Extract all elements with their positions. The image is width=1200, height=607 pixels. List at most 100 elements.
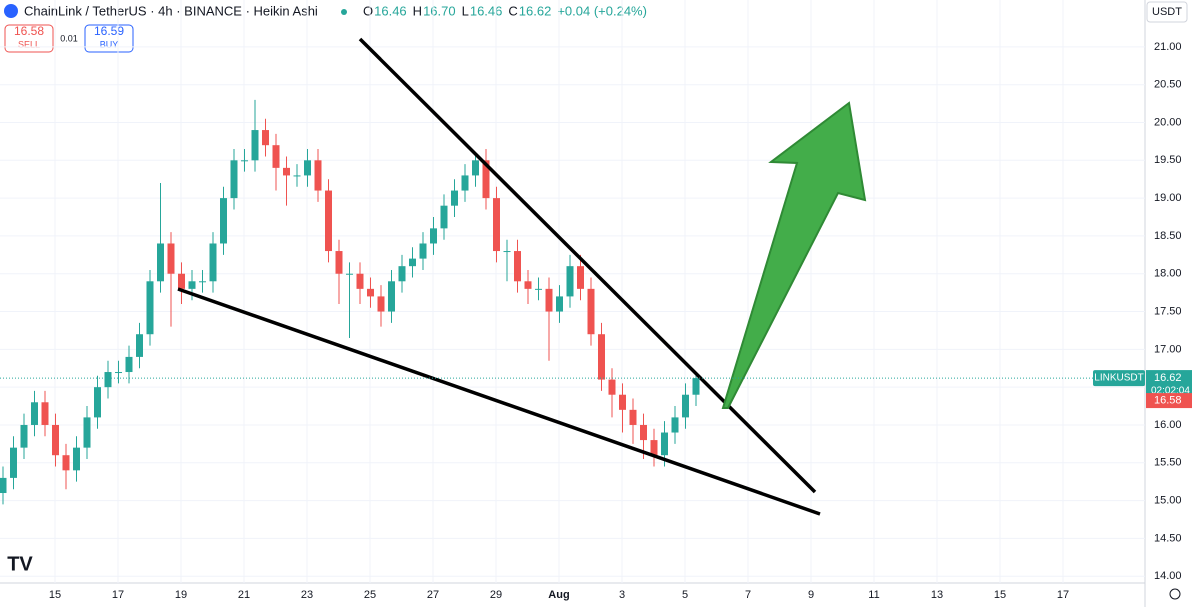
buy-button[interactable] [84, 24, 134, 53]
status-dot [341, 9, 347, 15]
candle-body [52, 424, 59, 456]
candle-body [451, 190, 458, 206]
candle-body [146, 281, 154, 335]
x-tick-label: 3 [619, 589, 625, 601]
ohlc-label: L [462, 3, 469, 18]
candle-body [62, 455, 70, 471]
candle-body [577, 266, 584, 289]
candle-body [0, 477, 7, 494]
candle-body [199, 281, 206, 283]
y-tick-label: 15.50 [1154, 457, 1182, 469]
y-tick-label: 16.00 [1154, 419, 1182, 431]
ohlc-label: H [413, 3, 422, 18]
last-price-label: 16.62 [1154, 372, 1182, 384]
y-tick-label: 18.50 [1154, 230, 1182, 242]
candle-body [661, 432, 668, 456]
candle-body [325, 190, 332, 252]
candle-body [608, 379, 616, 395]
x-tick-label: 11 [868, 589, 879, 601]
candles [0, 99, 700, 505]
candle-body [514, 251, 521, 282]
candle-body [598, 334, 605, 380]
candle-body [104, 372, 112, 388]
buy-price: 16.59 [94, 24, 124, 38]
y-tick-label: 20.00 [1154, 116, 1182, 128]
candle-body [503, 251, 511, 253]
x-tick-label: 17 [112, 589, 124, 601]
candle-body [388, 281, 395, 312]
candle-body [230, 160, 238, 199]
y-tick-label: 21.00 [1154, 41, 1182, 53]
ohlc-value: 16.46 [374, 3, 407, 18]
change: +0.04 (+0.24%) [557, 3, 647, 18]
candle-body [83, 417, 91, 448]
symbol-icon [4, 4, 18, 18]
upper-trendline [358, 37, 817, 494]
ohlc-values: O 16.46 H 16.70 L 16.46 C 16.62 +0.04 (+0.24%) [363, 3, 647, 18]
candle-body [377, 296, 385, 312]
candle-body [262, 130, 269, 146]
candle-body [524, 281, 532, 289]
candle-body [220, 198, 227, 244]
sell-button[interactable] [4, 24, 54, 53]
candle-body [94, 387, 101, 418]
ohlc-label: C [508, 3, 517, 18]
logo: TV [7, 553, 33, 575]
bid-label: 16.58 [1154, 394, 1182, 406]
lower-trendline [177, 287, 821, 516]
y-tick-label: 20.50 [1154, 79, 1182, 91]
countdown: 02:02:04 [1151, 386, 1190, 397]
x-tick-label: 17 [1057, 589, 1069, 601]
x-tick-label: 29 [490, 589, 502, 601]
candle-body [356, 273, 364, 289]
x-tick-label: 15 [49, 589, 61, 601]
candle-body [115, 372, 122, 374]
candle-body [283, 167, 290, 176]
candle-body [545, 288, 553, 312]
candle-body [409, 258, 416, 267]
candle-body [31, 402, 38, 425]
candle-body [293, 175, 301, 177]
candle-body [650, 440, 658, 456]
sell-price: 16.58 [14, 24, 44, 38]
candle-body [41, 402, 49, 425]
settings-icon[interactable] [1169, 588, 1181, 600]
currency-button[interactable] [1146, 1, 1188, 23]
candle-body [20, 424, 28, 448]
y-tick-label: 14.50 [1154, 532, 1182, 544]
buy-label: BUY [100, 39, 119, 49]
candle-body [682, 394, 689, 418]
candle-body [419, 243, 427, 259]
candle-body [398, 266, 406, 282]
breakout-arrow [721, 101, 867, 409]
sell-label: SELL [18, 39, 40, 49]
y-tick-label: 19.00 [1154, 192, 1182, 204]
candle-body [167, 243, 175, 274]
candle-body [209, 243, 217, 282]
candle-body [430, 228, 437, 244]
bid-tag [1146, 393, 1192, 409]
candle-body [629, 409, 637, 425]
candle-body [640, 424, 647, 441]
symbol-tag [1093, 370, 1145, 387]
candle-body [125, 356, 133, 373]
candle-body [692, 378, 700, 395]
candle-body [346, 273, 353, 275]
candle-body [619, 394, 626, 410]
x-tick-label: 13 [931, 589, 943, 601]
ohlc-value: 16.70 [423, 3, 456, 18]
header: ChainLink / TetherUS · 4h · BINANCE · He… [4, 3, 647, 53]
candle-body [188, 281, 196, 289]
candle-body [304, 160, 311, 176]
candle-body [314, 160, 322, 191]
currency: USDT [1152, 6, 1182, 18]
candle-body [73, 447, 80, 471]
candle-body [178, 273, 185, 289]
candle-body [461, 175, 469, 191]
candle-body [136, 334, 143, 357]
x-tick-label: 19 [175, 589, 187, 601]
candle-body [440, 205, 448, 229]
ohlc-value: 16.62 [519, 3, 552, 18]
candle-body [367, 288, 374, 297]
